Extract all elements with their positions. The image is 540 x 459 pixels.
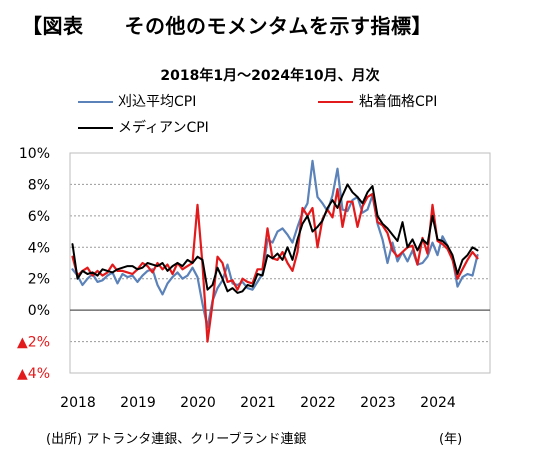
y-tick-label: 0% bbox=[28, 303, 50, 319]
legend-label-median: メディアンCPI bbox=[118, 120, 209, 136]
x-tick-label: 2019 bbox=[120, 395, 156, 411]
legend-label-sticky: 粘着価格CPI bbox=[359, 94, 438, 110]
legend-swatch-trimmed bbox=[78, 101, 113, 103]
series-line-sticky-price bbox=[71, 188, 479, 343]
series-line-median bbox=[71, 183, 479, 294]
legend-label-trimmed: 刈込平均CPI bbox=[118, 94, 197, 110]
legend-swatch-median bbox=[78, 127, 113, 129]
chart-subtitle: 2018年1月～2024年10月、月次 bbox=[160, 68, 380, 84]
x-tick-label: 2022 bbox=[300, 395, 336, 411]
x-axis-unit: (年) bbox=[439, 432, 463, 447]
y-tick-label: ▲4% bbox=[17, 366, 50, 382]
plot-frame bbox=[69, 152, 491, 374]
source-note: (出所) アトランタ連銀、クリーブランド連銀 bbox=[46, 432, 307, 447]
x-tick-label: 2020 bbox=[180, 395, 216, 411]
x-tick-label: 2018 bbox=[60, 395, 96, 411]
y-tick-label: 8% bbox=[28, 177, 50, 193]
y-tick-label: 6% bbox=[28, 209, 50, 225]
x-tick-label: 2024 bbox=[420, 395, 456, 411]
x-tick-label: 2023 bbox=[360, 395, 396, 411]
y-tick-label: 4% bbox=[28, 240, 50, 256]
x-tick-label: 2021 bbox=[240, 395, 276, 411]
series-line-trimmed-mean bbox=[71, 159, 479, 329]
y-tick-label: 10% bbox=[19, 146, 50, 162]
chart-title: 【図表 その他のモメンタムを示す指標】 bbox=[22, 14, 432, 38]
legend-swatch-sticky bbox=[318, 101, 353, 103]
y-tick-label: ▲2% bbox=[17, 335, 50, 351]
y-tick-label: 2% bbox=[28, 272, 50, 288]
